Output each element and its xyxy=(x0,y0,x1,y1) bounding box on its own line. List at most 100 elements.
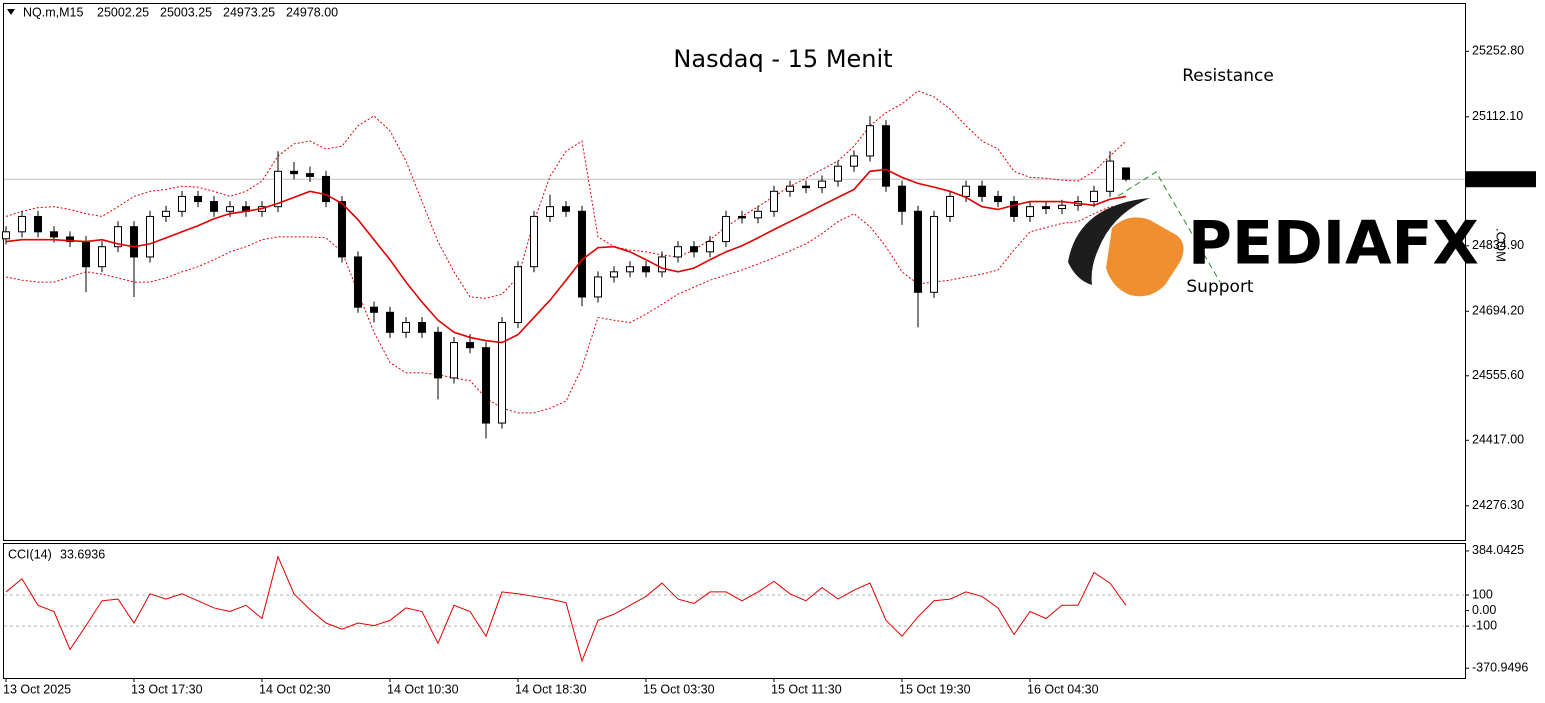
candle-body xyxy=(434,331,442,379)
candle-body xyxy=(562,206,570,212)
candle-body xyxy=(50,231,58,238)
chart-title: Nasdaq - 15 Menit xyxy=(673,45,892,73)
candle-body xyxy=(978,185,986,197)
x-tick-label: 15 Oct 19:30 xyxy=(899,682,971,696)
candle-body xyxy=(1106,160,1114,192)
candle-body xyxy=(402,322,410,333)
candle-body xyxy=(450,342,458,379)
candle-body xyxy=(418,322,426,333)
candle-body xyxy=(898,185,906,212)
watermark-logo xyxy=(1068,198,1184,297)
candle-body xyxy=(770,190,778,212)
ohlc-high: 25003.25 xyxy=(160,5,212,19)
watermark-suffix: .COM xyxy=(1494,228,1509,262)
candle-body xyxy=(802,185,810,189)
candle-body xyxy=(18,215,26,233)
candle-body xyxy=(834,165,842,182)
candle-body xyxy=(98,246,106,268)
y-tick-label: -100 xyxy=(1472,618,1497,632)
candle-body xyxy=(354,256,362,308)
candle-body xyxy=(578,210,586,298)
candle-body xyxy=(866,125,874,157)
moving-average xyxy=(5,168,1127,344)
candle-body xyxy=(962,185,970,197)
cci-line xyxy=(5,555,1127,663)
candle-body xyxy=(658,256,666,273)
logo-shape xyxy=(1106,217,1184,297)
x-tick-label: 15 Oct 03:30 xyxy=(643,682,715,696)
candle-body xyxy=(642,266,650,273)
candle-body xyxy=(130,226,138,258)
bollinger-upper xyxy=(5,90,1127,299)
y-tick-label: 24555.60 xyxy=(1472,368,1524,382)
ohlc-open: 25002.25 xyxy=(97,5,149,19)
x-tick-label: 13 Oct 17:30 xyxy=(131,682,203,696)
x-tick-label: 13 Oct 2025 xyxy=(3,682,71,696)
candle-body xyxy=(274,170,282,208)
candle-body xyxy=(82,241,90,268)
x-tick-label: 16 Oct 04:30 xyxy=(1027,682,1099,696)
candle-body xyxy=(930,215,938,293)
candle-body xyxy=(482,347,490,424)
candle-body xyxy=(546,206,554,217)
candle-body xyxy=(946,195,954,217)
candle-body xyxy=(610,271,618,278)
candle-body xyxy=(594,276,602,298)
candle-body xyxy=(818,180,826,189)
candle-body xyxy=(146,215,154,258)
candle-body xyxy=(194,195,202,203)
candle-body xyxy=(34,215,42,233)
x-tick-label: 14 Oct 10:30 xyxy=(387,682,459,696)
candle-body xyxy=(1042,206,1050,210)
ohlc-low: 24973.25 xyxy=(223,5,275,19)
x-tick-label: 15 Oct 11:30 xyxy=(771,682,842,696)
candle-body xyxy=(530,215,538,268)
candle-body xyxy=(850,155,858,167)
y-tick-label: -370.9496 xyxy=(1472,661,1528,675)
candle-body xyxy=(1058,204,1066,210)
candle-body xyxy=(178,195,186,212)
candle-body xyxy=(674,246,682,258)
candle-body xyxy=(994,195,1002,203)
x-tick-label: 14 Oct 02:30 xyxy=(259,682,331,696)
candle-body xyxy=(226,206,234,212)
candle-body xyxy=(882,125,890,187)
candle-body xyxy=(306,173,314,177)
main-frame xyxy=(3,3,1466,541)
watermark-text: PEDIAFX xyxy=(1188,209,1479,279)
ohlc-close: 24978.00 xyxy=(286,5,338,19)
resistance-label: Resistance xyxy=(1182,66,1274,86)
candle-body xyxy=(338,201,346,258)
candle-body xyxy=(370,306,378,313)
candle-body xyxy=(1090,190,1098,203)
candle-body xyxy=(1026,206,1034,217)
projection-line xyxy=(1117,171,1221,283)
current-price-label: 24978.00 xyxy=(1470,172,1522,186)
candle-body xyxy=(1122,167,1130,180)
support-label: Support xyxy=(1186,277,1254,297)
y-tick-label: 384.0425 xyxy=(1472,543,1524,557)
candle-body xyxy=(162,210,170,217)
candle-body xyxy=(290,170,298,175)
logo-swoosh xyxy=(1068,198,1150,285)
candle-body xyxy=(722,215,730,243)
candle-body xyxy=(322,175,330,203)
cci-value: 33.6936 xyxy=(60,547,105,561)
menu-arrow xyxy=(7,9,15,15)
y-tick-label: 24694.20 xyxy=(1472,304,1524,318)
symbol: NQ.m,M15 xyxy=(23,5,83,19)
candle-body xyxy=(914,210,922,293)
y-tick-label: 24417.00 xyxy=(1472,433,1524,447)
candle-body xyxy=(690,246,698,253)
bollinger-lower xyxy=(5,206,1126,414)
candle-body xyxy=(498,322,506,424)
candle-body xyxy=(210,201,218,212)
candle-body xyxy=(706,241,714,253)
x-tick-label: 14 Oct 18:30 xyxy=(515,682,587,696)
candle-body xyxy=(466,342,474,349)
candle-body xyxy=(1010,201,1018,217)
candle-body xyxy=(114,226,122,248)
candle-body xyxy=(626,266,634,273)
candle-body xyxy=(66,236,74,243)
